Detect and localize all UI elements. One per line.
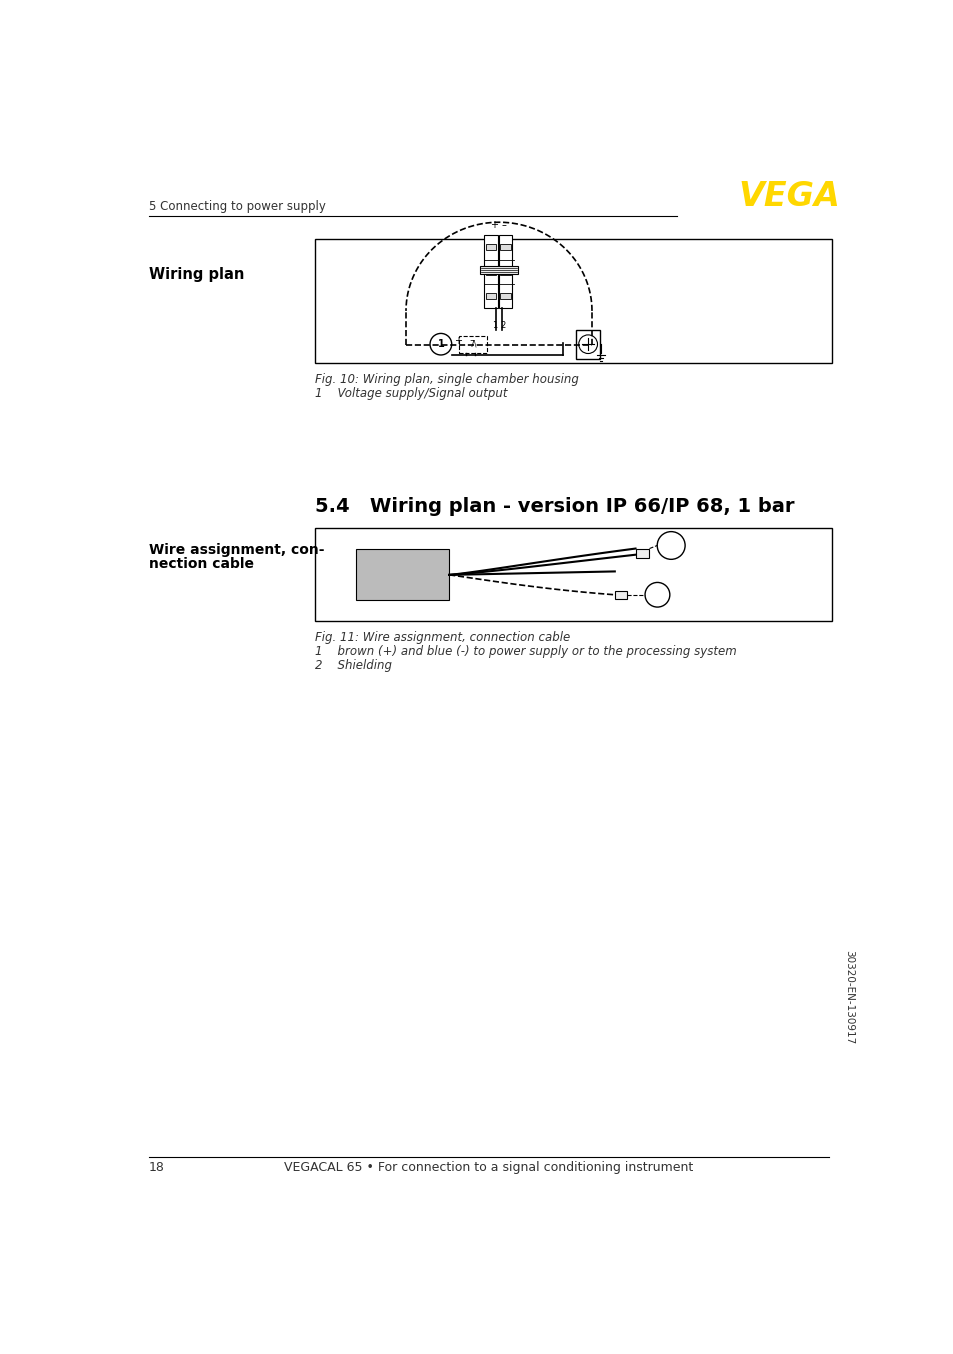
Bar: [576, 330, 599, 359]
Bar: [484, 234, 497, 309]
Bar: [459, 336, 486, 352]
Bar: [498, 234, 512, 309]
Text: VEGA: VEGA: [738, 180, 840, 214]
Text: 1: 1: [492, 321, 497, 330]
Bar: [499, 292, 510, 299]
Bar: [485, 244, 496, 250]
Bar: [635, 548, 649, 558]
Bar: [485, 268, 496, 275]
Text: 18: 18: [149, 1162, 165, 1174]
Text: 30320-EN-130917: 30320-EN-130917: [843, 951, 853, 1044]
Circle shape: [657, 532, 684, 559]
Circle shape: [578, 334, 597, 353]
Text: 5.4   Wiring plan - version IP 66/IP 68, 1 bar: 5.4 Wiring plan - version IP 66/IP 68, 1…: [314, 497, 793, 516]
Text: 2    Shielding: 2 Shielding: [314, 659, 391, 672]
Text: Wiring plan: Wiring plan: [149, 267, 244, 282]
Text: 5 Connecting to power supply: 5 Connecting to power supply: [149, 200, 325, 214]
Text: VEGACAL 65 • For connection to a signal conditioning instrument: VEGACAL 65 • For connection to a signal …: [284, 1162, 693, 1174]
Text: +: +: [454, 336, 461, 347]
Circle shape: [644, 582, 669, 607]
Text: nection cable: nection cable: [149, 556, 253, 571]
Text: 7\: 7\: [469, 340, 476, 349]
Bar: [479, 265, 517, 275]
Text: +: +: [490, 219, 497, 230]
Bar: [499, 244, 510, 250]
Circle shape: [430, 333, 452, 355]
Bar: [314, 240, 831, 363]
Text: Fig. 10: Wiring plan, single chamber housing: Fig. 10: Wiring plan, single chamber hou…: [314, 374, 578, 386]
Bar: [485, 292, 496, 299]
Text: Wire assignment, con-: Wire assignment, con-: [149, 543, 324, 556]
Text: 1    Voltage supply/Signal output: 1 Voltage supply/Signal output: [314, 387, 506, 401]
Text: 1    brown (+) and blue (-) to power supply or to the processing system: 1 brown (+) and blue (-) to power supply…: [314, 646, 736, 658]
Bar: [314, 528, 831, 620]
Text: 2: 2: [499, 321, 505, 330]
Bar: [499, 268, 510, 275]
Text: 1: 1: [437, 340, 444, 349]
Text: Fig. 11: Wire assignment, connection cable: Fig. 11: Wire assignment, connection cab…: [314, 631, 569, 645]
Bar: [614, 590, 626, 598]
Bar: [355, 550, 449, 600]
Text: –: –: [500, 219, 505, 230]
